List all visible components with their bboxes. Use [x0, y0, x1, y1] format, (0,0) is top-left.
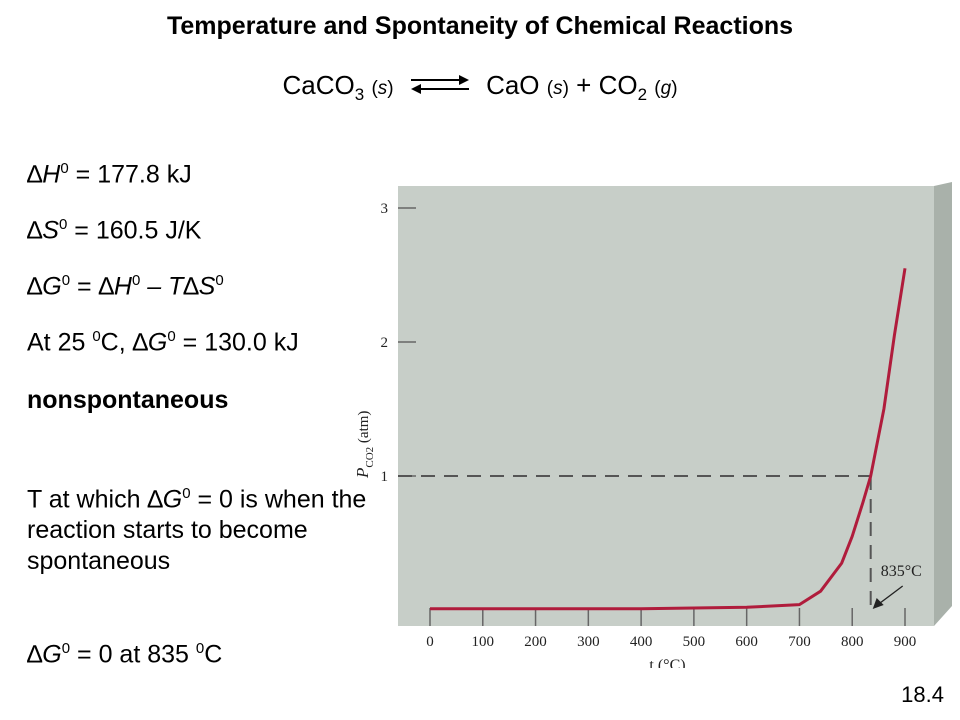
degree-sup: 0 [92, 328, 101, 345]
x-axis-label: t (°C) [649, 657, 685, 668]
gibbs-symbol: G [147, 328, 168, 357]
standard-state-sup: 0 [167, 328, 176, 345]
delta-s-line: ∆S0 = 160.5 J/K [27, 216, 201, 245]
gibbs-symbol: G [42, 272, 62, 301]
pco2-curve [430, 268, 907, 611]
gibbs-symbol: G [162, 485, 183, 514]
x-tick-label: 100 [472, 634, 495, 650]
y-axis-label: PCO2 (atm) [353, 411, 376, 479]
plot-panel [398, 186, 934, 626]
final-result-line: ∆G0 = 0 at 835 0C [27, 640, 222, 669]
x-tick-label: 900 [894, 634, 917, 650]
delta-h-value: = 177.8 kJ [68, 160, 192, 189]
enthalpy-symbol: H [113, 272, 132, 301]
x-tick-label: 300 [577, 634, 600, 650]
x-tick-label: 200 [524, 634, 547, 650]
product-co2-phase: g [660, 78, 672, 99]
panel-side [934, 182, 952, 626]
note-rest: = 0 is when the reaction starts to becom… [27, 485, 367, 576]
x-tick-label: 700 [788, 634, 811, 650]
delta-symbol: ∆ [27, 640, 43, 669]
final-value: = 0 at 835 [70, 640, 196, 669]
x-tick-label: 600 [735, 634, 758, 650]
y-axis-label-text: PCO2 (atm) [353, 411, 376, 479]
product-cao-phase: s [553, 78, 563, 99]
delta-symbol: ∆ [147, 485, 163, 514]
delta-symbol: ∆ [27, 216, 43, 245]
y-tick-label: 2 [381, 335, 389, 351]
annotation-arrow [878, 585, 904, 605]
x-axis-ticks: 0 100 200 300 400 500 600 700 800 900 [426, 608, 916, 650]
entropy-symbol: S [198, 272, 216, 301]
standard-state-sup: 0 [58, 216, 68, 233]
delta-symbol: ∆ [132, 328, 148, 357]
degree-sup: 0 [195, 640, 205, 657]
delta-s-value: = 160.5 J/K [67, 216, 202, 245]
delta-h-line: ∆H0 = 177.8 kJ [27, 160, 192, 189]
gibbs-equation-line: ∆G0 = ∆H0 – T∆S0 [27, 272, 224, 301]
product-cao: CaO [486, 70, 540, 100]
at-25c-line: At 25 0C, ∆G0 = 130.0 kJ [27, 328, 299, 357]
pco2-vs-temperature-chart: 1 2 3 0 100 200 300 400 500 600 700 800 900 835°C t… [353, 182, 952, 668]
x-tick-label: 500 [683, 634, 706, 650]
reactant-phase: s [377, 78, 388, 99]
delta-symbol: ∆ [98, 272, 114, 301]
reactant-subscript: 3 [354, 85, 365, 105]
annotation-835c-label: 835°C [881, 563, 922, 580]
y-tick-label: 1 [381, 469, 389, 485]
equals-sign: = [70, 272, 99, 301]
plus-sign: + [576, 70, 592, 100]
equilibrium-arrows-icon [410, 75, 469, 94]
product-co2-subscript: 2 [637, 85, 648, 105]
note-prefix: T at which [27, 485, 148, 514]
nonspontaneous-label: nonspontaneous [27, 386, 229, 414]
product-co2: CO [598, 70, 638, 100]
entropy-symbol: S [42, 216, 59, 245]
slide-number: 18.4 [901, 682, 944, 707]
x-tick-label: 400 [630, 634, 653, 650]
spontaneity-note: T at which ∆G0 = 0 is when the reaction … [27, 478, 407, 577]
standard-state-sup: 0 [61, 272, 71, 289]
standard-state-sup: 0 [215, 272, 224, 289]
gibbs-symbol: G [42, 640, 62, 669]
y-tick-label: 3 [381, 201, 389, 217]
standard-state-sup: 0 [60, 160, 69, 177]
x-tick-label: 800 [841, 634, 864, 650]
slide-title: Temperature and Spontaneity of Chemical … [166, 12, 794, 40]
delta-g-value: = 130.0 kJ [175, 328, 299, 357]
celsius-text: C [204, 640, 223, 669]
reactant: CaCO [282, 70, 355, 100]
standard-state-sup: 0 [61, 640, 71, 657]
celsius-text: C, [100, 328, 133, 357]
delta-symbol: ∆ [27, 160, 43, 189]
reaction-equation: CaCO3 (s) CaO (s) + CO2 (g) [282, 70, 678, 105]
standard-state-sup: 0 [131, 272, 141, 289]
standard-state-sup: 0 [182, 485, 191, 502]
delta-symbol: ∆ [27, 272, 43, 301]
minus-t: – T [140, 272, 184, 301]
x-tick-label: 0 [426, 634, 434, 650]
enthalpy-symbol: H [42, 160, 61, 189]
delta-symbol: ∆ [183, 272, 199, 301]
at-25-text: At 25 [27, 328, 93, 357]
arrowhead-icon [872, 598, 884, 609]
